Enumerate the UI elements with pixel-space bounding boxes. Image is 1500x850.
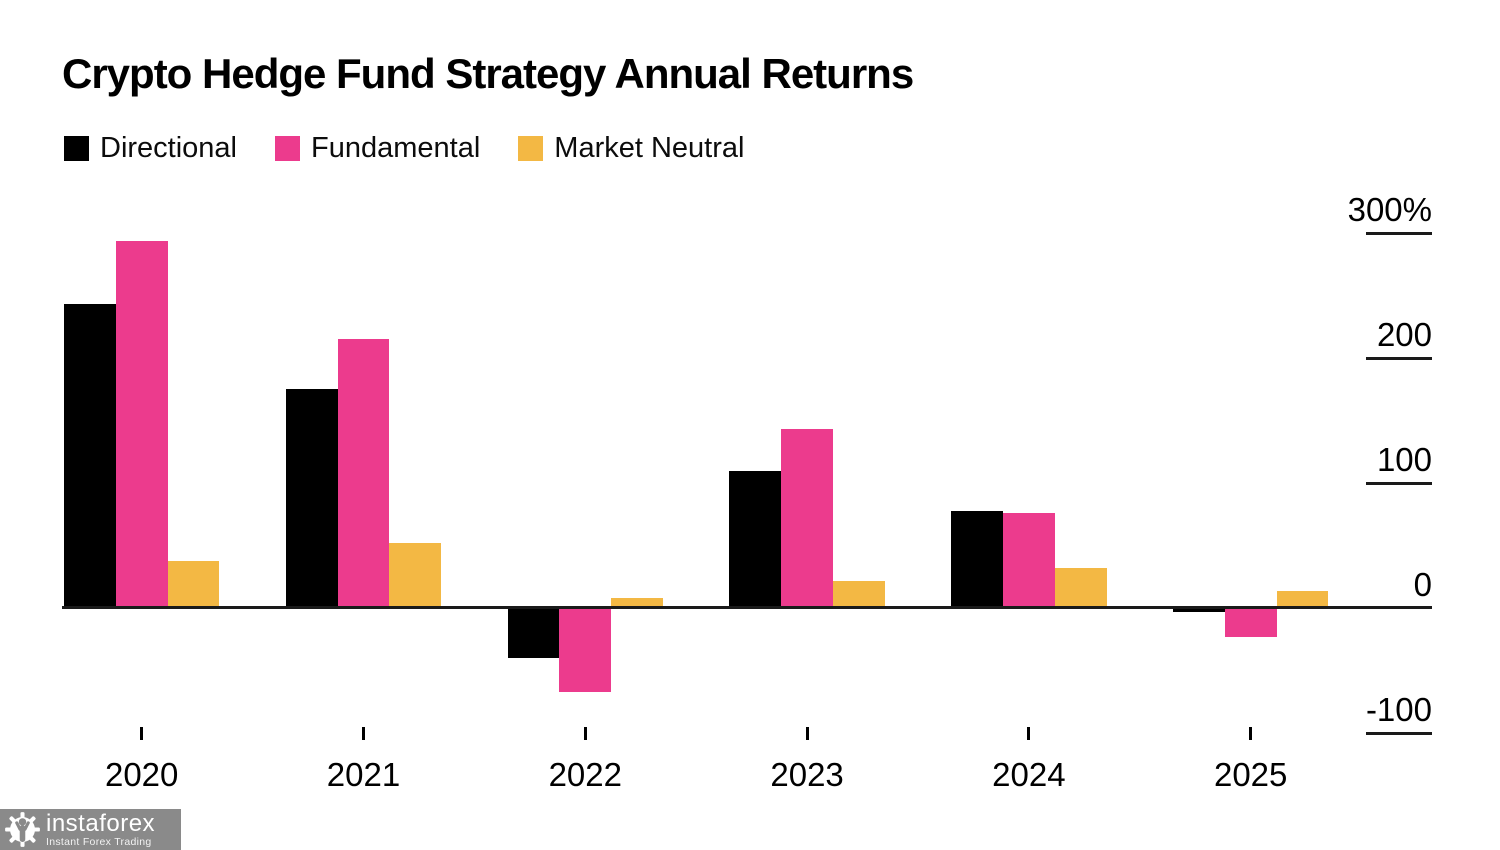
bar-fundamental-2024 — [1003, 513, 1055, 608]
bar-fundamental-2025 — [1224, 609, 1277, 637]
legend-label-market-neutral: Market Neutral — [554, 132, 745, 164]
x-axis-label-2022: 2022 — [548, 756, 622, 793]
bar-market-neutral-2025 — [1276, 590, 1329, 608]
bar-market-neutral-2022 — [611, 598, 663, 608]
x-axis-tick-2025 — [1249, 727, 1253, 740]
watermark-text: instaforex Instant Forex Trading — [46, 809, 156, 848]
legend-swatch-directional-icon — [64, 136, 89, 161]
bar-fundamental-2020 — [115, 240, 168, 608]
y-axis-label-300: 300% — [1347, 191, 1432, 228]
bar-market-neutral-2023 — [833, 580, 885, 608]
legend: Directional Fundamental Market Neutral — [64, 132, 744, 165]
x-axis-tick-2023 — [805, 727, 809, 740]
y-axis-tick-300 — [1366, 232, 1432, 235]
chart-title: Crypto Hedge Fund Strategy Annual Return… — [62, 50, 914, 97]
y-axis-label-200: 200 — [1376, 316, 1432, 353]
y-axis-label-0: 0 — [1413, 566, 1432, 603]
legend-swatch-fundamental-icon — [275, 136, 300, 161]
legend-item-directional: Directional — [64, 132, 237, 165]
legend-label-fundamental: Fundamental — [311, 132, 481, 164]
watermark-tagline: Instant Forex Trading — [46, 835, 152, 848]
y-axis-tick--100 — [1366, 732, 1432, 735]
x-axis-label-2025: 2025 — [1213, 756, 1288, 793]
x-axis-tick-2024 — [1027, 727, 1031, 740]
watermark: instaforex Instant Forex Trading — [0, 809, 181, 850]
x-axis-zero-line — [62, 606, 1432, 609]
bar-market-neutral-2020 — [167, 560, 220, 608]
bar-directional-2023 — [729, 470, 782, 608]
y-axis-tick-100 — [1366, 482, 1432, 485]
bar-directional-2024 — [951, 510, 1003, 608]
legend-item-market-neutral: Market Neutral — [518, 132, 744, 165]
bar-fundamental-2023 — [781, 429, 833, 608]
bar-market-neutral-2024 — [1054, 568, 1107, 608]
x-axis-label-2023: 2023 — [770, 756, 844, 793]
legend-label-directional: Directional — [100, 132, 237, 164]
bar-fundamental-2022 — [559, 609, 612, 692]
instaforex-gear-person-icon — [5, 812, 40, 847]
x-axis-label-2024: 2024 — [992, 756, 1066, 793]
bar-directional-2022 — [507, 609, 560, 658]
bar-directional-2020 — [64, 304, 116, 608]
y-axis-label-100: 100 — [1376, 441, 1432, 478]
x-axis-label-2020: 2020 — [104, 756, 179, 793]
x-axis-tick-2020 — [140, 727, 144, 740]
legend-item-fundamental: Fundamental — [275, 132, 480, 165]
y-axis-tick-200 — [1366, 357, 1432, 360]
x-axis-tick-2022 — [583, 727, 587, 740]
legend-swatch-market-neutral-icon — [518, 136, 544, 161]
x-axis-tick-2021 — [362, 727, 365, 740]
bar-directional-2021 — [285, 389, 338, 608]
bar-directional-2025 — [1173, 609, 1225, 612]
x-axis-label-2021: 2021 — [326, 756, 401, 793]
bar-market-neutral-2021 — [389, 543, 442, 608]
bar-fundamental-2021 — [337, 339, 390, 608]
watermark-brand: instaforex — [46, 809, 156, 837]
y-axis-label--100: -100 — [1365, 691, 1432, 728]
